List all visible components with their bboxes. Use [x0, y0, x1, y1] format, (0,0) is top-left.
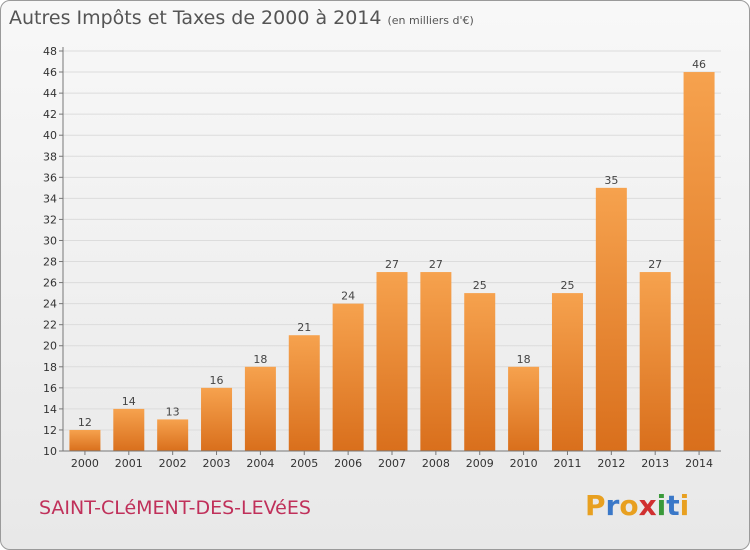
y-tick-label: 30 — [43, 234, 57, 247]
x-tick-label: 2003 — [203, 457, 231, 470]
chart-title-text: Autres Impôts et Taxes de 2000 à 2014 — [9, 7, 382, 29]
bar — [464, 293, 496, 451]
logo-letter: r — [605, 489, 620, 522]
bar-value-label: 16 — [210, 374, 224, 387]
x-tick-label: 2012 — [597, 457, 625, 470]
y-tick-label: 14 — [43, 403, 57, 416]
y-tick-label: 38 — [43, 150, 57, 163]
y-tick-label: 44 — [43, 87, 57, 100]
x-tick-label: 2005 — [290, 457, 318, 470]
x-tick-label: 2008 — [422, 457, 450, 470]
y-tick-label: 22 — [43, 319, 57, 332]
x-tick-label: 2001 — [115, 457, 143, 470]
bar — [288, 335, 320, 451]
bar-value-label: 18 — [517, 353, 531, 366]
bar — [551, 293, 583, 451]
y-tick-label: 28 — [43, 256, 57, 269]
bar — [639, 272, 671, 451]
bar — [420, 272, 452, 451]
bar-value-label: 27 — [648, 258, 662, 271]
bar — [157, 419, 189, 451]
x-tick-label: 2007 — [378, 457, 406, 470]
bar-value-label: 25 — [560, 279, 574, 292]
bar — [113, 408, 145, 451]
y-tick-label: 16 — [43, 382, 57, 395]
x-tick-label: 2002 — [159, 457, 187, 470]
bar — [201, 387, 233, 451]
x-tick-label: 2010 — [510, 457, 538, 470]
y-tick-label: 20 — [43, 340, 57, 353]
commune-name: SAINT-CLéMENT-DES-LEVéES — [39, 497, 311, 519]
x-tick-label: 2006 — [334, 457, 362, 470]
logo-letter: o — [619, 489, 639, 522]
logo-letter: t — [666, 489, 680, 522]
y-tick-label: 12 — [43, 424, 57, 437]
bar-value-label: 24 — [341, 290, 355, 303]
logo-letter: i — [679, 489, 690, 522]
bar-value-label: 18 — [253, 353, 267, 366]
bar — [683, 72, 715, 451]
bar — [508, 366, 540, 451]
bar-value-label: 25 — [473, 279, 487, 292]
bar — [332, 303, 364, 451]
logo-letter: i — [656, 489, 667, 522]
bar-value-label: 46 — [692, 58, 706, 71]
logo-letter: x — [638, 489, 657, 522]
bar-value-label: 27 — [385, 258, 399, 271]
chart-title: Autres Impôts et Taxes de 2000 à 2014 (en… — [9, 7, 474, 29]
y-tick-label: 40 — [43, 129, 57, 142]
y-tick-label: 10 — [43, 445, 57, 458]
y-tick-label: 18 — [43, 361, 57, 374]
y-tick-label: 32 — [43, 213, 57, 226]
y-tick-label: 34 — [43, 192, 57, 205]
x-tick-label: 2013 — [641, 457, 669, 470]
logo-letter: P — [585, 489, 606, 522]
y-tick-label: 26 — [43, 277, 57, 290]
x-tick-label: 2011 — [553, 457, 581, 470]
bar-layer: 12 14 13 16 18 21 24 27 27 25 18 25 35 27 46 — [69, 58, 715, 451]
y-tick-label: 48 — [43, 45, 57, 58]
bar-value-label: 12 — [78, 416, 92, 429]
x-tick-label: 2000 — [71, 457, 99, 470]
y-tick-label: 42 — [43, 108, 57, 121]
y-tick-label: 36 — [43, 171, 57, 184]
x-tick-label: 2009 — [466, 457, 494, 470]
bar — [376, 272, 408, 451]
bar-value-label: 27 — [429, 258, 443, 271]
bar — [69, 429, 101, 451]
bar-value-label: 21 — [297, 321, 311, 334]
chart-unit: (en milliers d'€) — [387, 14, 474, 27]
x-tick-label: 2014 — [685, 457, 713, 470]
bar-value-label: 35 — [604, 174, 618, 187]
y-tick-label: 46 — [43, 66, 57, 79]
bar — [244, 366, 276, 451]
bar-value-label: 13 — [166, 405, 180, 418]
x-tick-label: 2004 — [246, 457, 274, 470]
proxiti-logo[interactable]: Proxiti — [585, 489, 689, 522]
bar-value-label: 14 — [122, 395, 136, 408]
axis-layer: 10 12 14 16 18 20 22 24 26 28 30 32 34 36 38 40 42 44 46 48… — [43, 45, 721, 470]
y-tick-label: 24 — [43, 298, 57, 311]
bar — [595, 187, 627, 451]
